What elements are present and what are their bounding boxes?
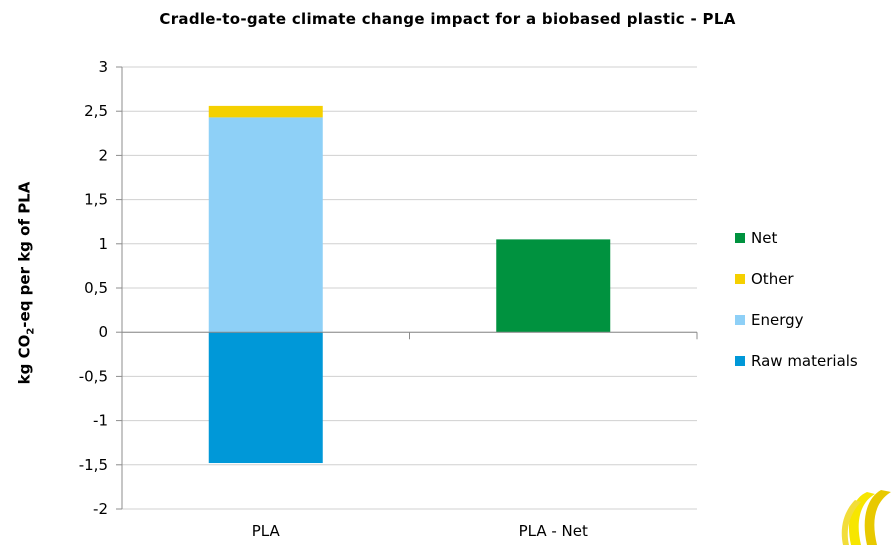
bar-net-pla-net: [496, 239, 611, 333]
y-tick-label: 1: [98, 235, 108, 253]
y-axis-label-pre: kg CO: [15, 334, 34, 385]
legend: Net Other Energy Raw materials: [735, 228, 858, 372]
y-axis-label-sub: 2: [25, 327, 37, 335]
legend-label: Raw materials: [751, 352, 858, 371]
y-tick-label: -1: [93, 412, 108, 430]
bar-other-pla: [208, 105, 323, 118]
legend-item-raw-materials: Raw materials: [735, 351, 858, 372]
y-axis-label: kg CO2-eq per kg of PLA: [16, 182, 37, 385]
legend-swatch: [735, 356, 745, 367]
x-tick-label: PLA: [252, 522, 281, 540]
bar-energy-pla: [208, 117, 323, 333]
y-tick-label: 0: [98, 323, 108, 341]
y-tick-label: 2,5: [84, 102, 108, 120]
legend-label: Energy: [751, 311, 804, 330]
bar-raw-materials-pla: [208, 332, 323, 464]
y-tick-label: 0,5: [84, 279, 108, 297]
y-tick-label: 2: [98, 146, 108, 164]
y-tick-label: 1,5: [84, 191, 108, 209]
legend-label: Other: [751, 270, 794, 289]
legend-label: Net: [751, 229, 778, 248]
logo-icon: [841, 490, 891, 545]
legend-swatch: [735, 233, 745, 244]
y-tick-label: -2: [93, 500, 108, 518]
y-tick-label: -0,5: [79, 367, 108, 385]
y-tick-label: -1,5: [79, 456, 108, 474]
chart-title: Cradle-to-gate climate change impact for…: [159, 10, 736, 28]
legend-item-energy: Energy: [735, 310, 858, 331]
y-axis-label-post: -eq per kg of PLA: [15, 181, 34, 328]
legend-swatch: [735, 315, 745, 326]
legend-item-other: Other: [735, 269, 858, 290]
legend-item-net: Net: [735, 228, 858, 249]
legend-swatch: [735, 274, 745, 285]
y-tick-label: 3: [98, 58, 108, 76]
x-tick-label: PLA - Net: [519, 522, 588, 540]
